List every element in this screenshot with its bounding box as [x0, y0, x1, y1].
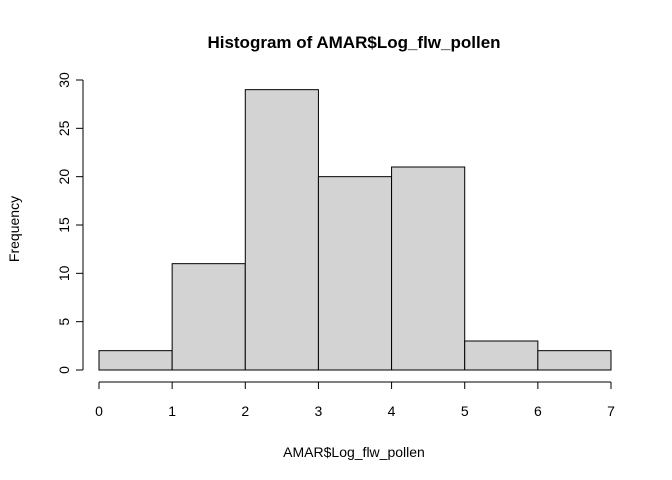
x-tick-label-7: 7 [607, 403, 615, 419]
y-tick-label-0: 0 [56, 366, 72, 374]
bar-5 [464, 340, 539, 371]
y-axis-label: Frequency [6, 196, 22, 262]
y-tick-label-5: 25 [56, 120, 72, 136]
y-tick-label-2: 10 [56, 265, 72, 281]
x-tick-label-4: 4 [388, 403, 396, 419]
bar-1 [171, 263, 246, 371]
x-axis: 0 1 2 3 4 5 6 7 [95, 381, 615, 419]
bar-4 [391, 166, 466, 371]
bar-2 [244, 89, 319, 371]
y-tick-label-6: 30 [56, 72, 72, 88]
bar-6 [537, 350, 612, 371]
bar-3 [317, 176, 393, 371]
chart-title: Histogram of AMAR$Log_flw_pollen [207, 33, 500, 52]
x-tick-label-2: 2 [241, 403, 249, 419]
x-axis-label: AMAR$Log_flw_pollen [283, 444, 425, 460]
y-tick-label-4: 20 [56, 169, 72, 185]
bars-group [98, 89, 612, 371]
y-tick-label-3: 15 [56, 217, 72, 233]
x-tick-label-1: 1 [168, 403, 176, 419]
x-tick-label-6: 6 [534, 403, 542, 419]
x-tick-label-0: 0 [95, 403, 103, 419]
x-tick-label-5: 5 [461, 403, 469, 419]
y-tick-label-1: 5 [56, 318, 72, 326]
x-tick-label-3: 3 [315, 403, 323, 419]
bar-0 [98, 350, 173, 371]
y-axis: 0 5 10 15 20 25 30 [56, 72, 84, 374]
